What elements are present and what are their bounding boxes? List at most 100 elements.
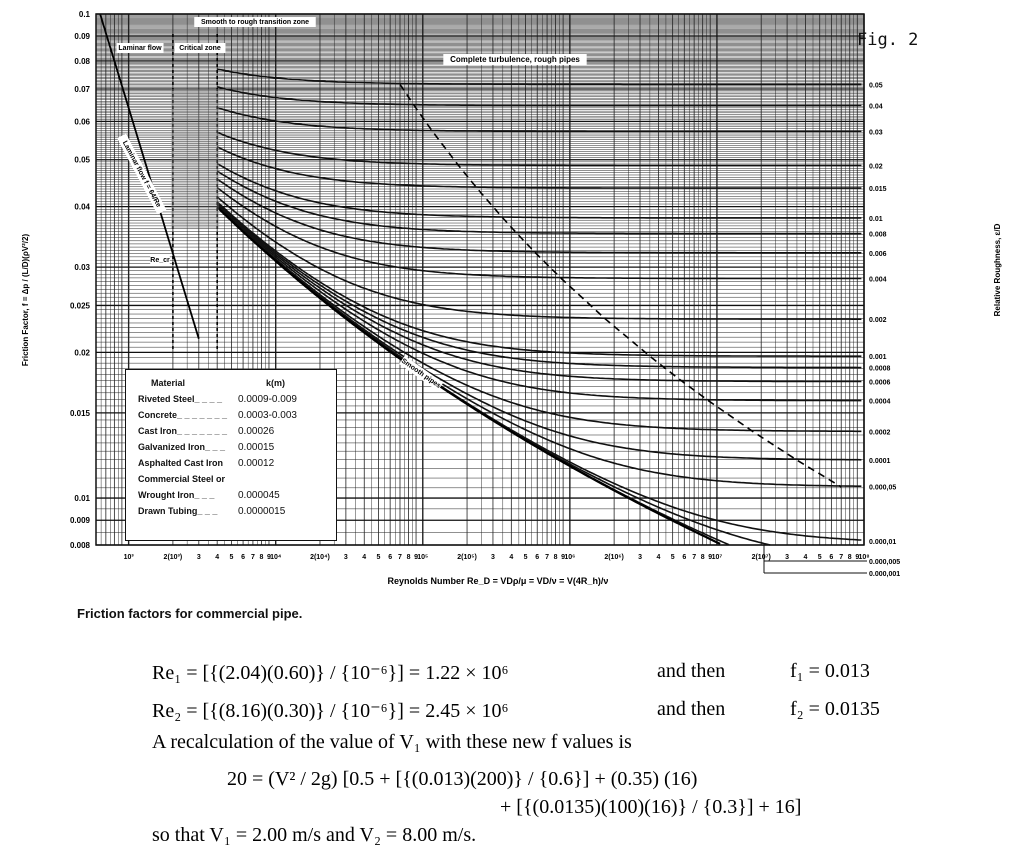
x-tick-label: 9 [855,554,859,561]
annotation-complete-turbulence-bg [443,54,587,65]
y-tick-label: 0.015 [70,409,91,418]
legend-material: Commercial Steel or [138,474,226,484]
y-tick-label: 0.01 [74,494,90,503]
x-tick-label: 6 [829,554,833,561]
y-tick-label: 0.025 [70,301,91,310]
figure-label: Fig. 2 [857,30,919,50]
annotation-critical-re-bg [150,255,170,265]
critical-zone-shade [170,88,220,229]
legend-material: Galvanized Iron_ _ _ [138,442,226,452]
x-tick-label: 10³ [124,554,135,561]
roughness-curve [216,202,862,369]
roughness-label: 0.0001 [869,458,891,465]
roughness-label: 0.0004 [869,399,891,406]
annotation-laminar-zone: Laminar flow [118,45,162,52]
legend-k-value: 0.0003-0.003 [238,410,297,421]
roughness-labels: 0.05 0.04 0.03 0.02 0.015 0.01 0.008 0.006 0.004… [763,82,900,578]
y-tick-label: 0.08 [74,57,90,66]
x-tick-label: 2(10⁶) [604,554,624,561]
x-tick-label: 4 [362,554,366,561]
roughness-label: 0.02 [869,164,883,171]
equation-re2: Re₂ = [{(8.16)(0.30)} / {10⁻⁶}] = 2.45 ×… [152,700,509,722]
roughness-curve [216,162,862,219]
legend-k-value: 0.0009-0.009 [238,394,297,405]
x-tick-label: 2(10⁵) [457,554,477,561]
legend-row: Wrought Iron_ _ _ 0.000045 [138,490,280,501]
y-tick-label: 0.04 [74,203,90,212]
x-tick-label: 5 [818,554,822,561]
x-tick-label: 7 [839,554,843,561]
y-tick-label: 0.07 [74,85,90,94]
roughness-curve [216,201,862,357]
x-tick-label: 3 [785,554,789,561]
roughness-label: 0.008 [869,232,887,239]
legend-row: Concrete_ _ _ _ _ _ _ 0.0003-0.003 [138,410,297,421]
x-tick-label: 10⁶ [564,554,575,561]
y2-axis-label: Relative Roughness, ε/D [993,223,1002,316]
x-tick-label: 5 [229,554,233,561]
x-tick-label: 2(10⁷) [752,554,771,561]
roughness-curve [216,186,862,280]
x-tick-label: 9 [267,554,271,561]
equation-energy-2: + [{(0.0135)(100)(16)} / {0.3}] + 16] [500,796,802,818]
legend-k-value: 0.0000015 [238,506,286,517]
annotation-critical-zone: Critical zone [179,45,221,52]
roughness-curve [216,178,862,254]
roughness-curve [216,146,862,189]
y-tick-label: 0.1 [79,10,91,19]
roughness-label: 0.0002 [869,429,891,436]
legend-k-value: 0.00012 [238,458,275,469]
roughness-curve [216,205,862,433]
roughness-curve [216,204,862,402]
y-tick-label: 0.03 [74,263,90,272]
x-tick-label: 6 [535,554,539,561]
x-tick-label: 9 [708,554,712,561]
legend-header-k: k(m) [266,378,286,388]
roughness-label: 0.001 [869,354,887,361]
y-tick-label: 0.06 [74,117,90,126]
turbulence-boundary [399,83,842,488]
y-tick-label: 0.09 [74,32,90,41]
roughness-curve [217,86,862,107]
y-tick-labels: 0.1 0.09 0.08 0.07 0.06 0.05 0.04 0.03 0.025 0.02… [70,10,91,550]
x-tick-label: 3 [491,554,495,561]
legend-material: Riveted Steel_ _ _ _ [138,394,223,404]
legend-material: Asphalted Cast Iron [138,458,224,468]
y-tick-label: 0.05 [74,156,90,165]
x-tick-label: 3 [197,554,201,561]
x-tick-labels: 10³ 2(10³) 3 4 5 6 7 8 9 10⁴ 2(10⁴) 3 4 5 6 7 8 9 10⁵ 2(10⁵… [124,554,870,561]
legend-material: Wrought Iron_ _ _ [138,490,215,500]
x-tick-label: 4 [215,554,219,561]
x-tick-label: 2(10⁴) [310,554,330,561]
roughness-curve [216,170,862,235]
x-tick-label: 10⁴ [270,554,282,561]
legend-row: Asphalted Cast Iron 0.00012 [138,458,274,469]
plot-frame [95,13,865,546]
x-tick-label: 3 [344,554,348,561]
roughness-label: 0.000,001 [869,571,900,578]
x-tick-label: 5 [377,554,381,561]
legend-material: Concrete_ _ _ _ _ _ _ [138,410,228,420]
x-tick-label: 8 [554,554,558,561]
x-tick-label: 7 [545,554,549,561]
legend-k-value: 0.00015 [238,442,275,453]
annotation-smooth-pipes-bg [399,355,444,391]
x-tick-label: 9 [414,554,418,561]
legend-material: Drawn Tubing_ _ _ [138,506,218,516]
equation-f1: f₁ = 0.013 [790,660,870,682]
legend-row: Cast Iron_ _ _ _ _ _ _ 0.00026 [138,426,274,437]
x-tick-label: 8 [701,554,705,561]
roughness-curve [216,203,862,383]
roughness-label: 0.004 [869,277,887,284]
y-tick-label: 0.02 [74,348,90,357]
smooth-pipe-curve [216,206,721,545]
x-tick-label: 8 [407,554,411,561]
annotation-laminar-curve-bg [117,133,167,215]
annotation-critical-zone-bg [174,43,226,53]
roughness-label: 0.03 [869,130,883,137]
legend-k-value: 0.00026 [238,426,275,437]
equation-re1-then: and then [657,660,726,682]
equation-result: so that V₁ = 2.00 m/s and V₂ = 8.00 m/s. [152,824,477,846]
x-tick-label: 7 [692,554,696,561]
x-tick-label: 6 [682,554,686,561]
